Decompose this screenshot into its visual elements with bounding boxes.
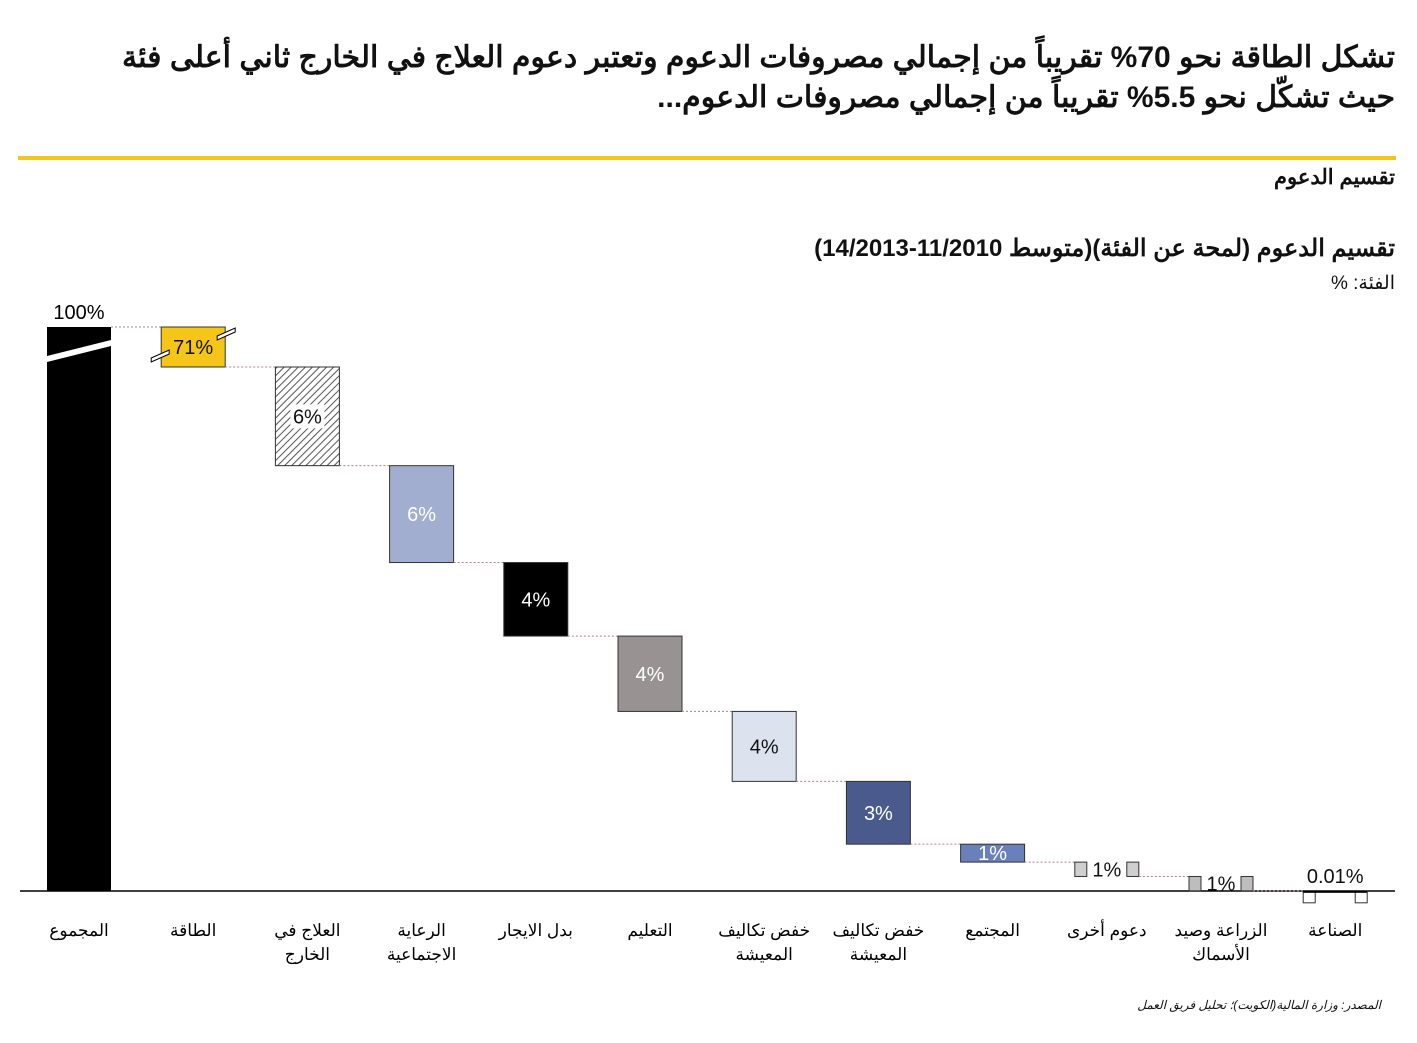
axis-break-icon bbox=[39, 338, 119, 364]
bar-label: 1% bbox=[1092, 859, 1121, 881]
category-label: الأسماك bbox=[1192, 944, 1250, 964]
category-label: خفض تكاليف bbox=[832, 921, 924, 941]
bar-total bbox=[47, 327, 111, 891]
category-label: الرعاية bbox=[397, 921, 445, 941]
bar-label: 4% bbox=[636, 664, 665, 686]
bar-label: 6% bbox=[407, 504, 436, 526]
accent-rule bbox=[18, 156, 1396, 160]
category-label: الطاقة bbox=[170, 921, 216, 940]
title-line-2: حيث تشكّل نحو 5.5% تقريباً من إجمالي مصر… bbox=[657, 81, 1395, 114]
category-label: دعوم أخرى bbox=[1067, 919, 1147, 941]
bar-label: 4% bbox=[521, 589, 550, 611]
chart-title: تقسيم الدعوم (لمحة عن الفئة)(متوسط 11/20… bbox=[814, 235, 1395, 262]
bar-10 bbox=[1303, 890, 1368, 893]
bar-0 bbox=[160, 326, 226, 368]
category-label: المجتمع bbox=[965, 921, 1020, 941]
bar-6 bbox=[845, 780, 911, 845]
section-title: تقسيم الدعوم bbox=[1274, 166, 1395, 189]
bar-label: 1% bbox=[978, 843, 1007, 865]
bar-7 bbox=[960, 843, 1026, 863]
source-note: المصدر: وزارة المالية(الكويت)؛ تحليل فري… bbox=[1137, 998, 1381, 1012]
bar-label: 6% bbox=[293, 406, 322, 428]
bar-label: 71% bbox=[173, 337, 213, 359]
label-bg bbox=[290, 404, 325, 429]
bar-label: 4% bbox=[750, 736, 779, 758]
category-label: الزراعة وصيد bbox=[1175, 921, 1268, 941]
page-title: تشكل الطاقة نحو 70% تقريباً من إجمالي مص… bbox=[75, 38, 1395, 118]
bar-2 bbox=[389, 465, 455, 564]
category-label: العلاج في bbox=[274, 921, 340, 941]
bar-label: 3% bbox=[864, 803, 893, 825]
category-label: بدل الايجار bbox=[498, 921, 573, 941]
category-label: المعيشة bbox=[850, 945, 907, 964]
category-label: الاجتماعية bbox=[387, 945, 456, 964]
bar-label: 0.01% bbox=[1307, 866, 1364, 888]
category-label: الخارج bbox=[285, 945, 330, 965]
title-line-1: تشكل الطاقة نحو 70% تقريباً من إجمالي مص… bbox=[122, 41, 1395, 74]
bar-8-right bbox=[1126, 861, 1140, 877]
bar-9-left bbox=[1188, 875, 1202, 892]
bar-5 bbox=[731, 710, 797, 782]
category-label: الصناعة bbox=[1308, 921, 1362, 940]
axis-break-icon bbox=[216, 327, 236, 341]
bar-3 bbox=[503, 562, 569, 637]
category-label: التعليم bbox=[627, 921, 672, 941]
unit-label: الفئة: % bbox=[1330, 273, 1395, 294]
bar-label: 1% bbox=[1207, 874, 1236, 896]
category-label: المعيشة bbox=[736, 945, 793, 964]
axis-break-icon bbox=[150, 349, 170, 363]
bar-label-total: 100% bbox=[53, 302, 104, 324]
bar-9-right bbox=[1240, 875, 1254, 892]
category-label: خفض تكاليف bbox=[718, 921, 810, 941]
bar-4 bbox=[617, 635, 683, 712]
bar-8-left bbox=[1074, 861, 1088, 877]
category-label: المجموع bbox=[49, 921, 108, 941]
